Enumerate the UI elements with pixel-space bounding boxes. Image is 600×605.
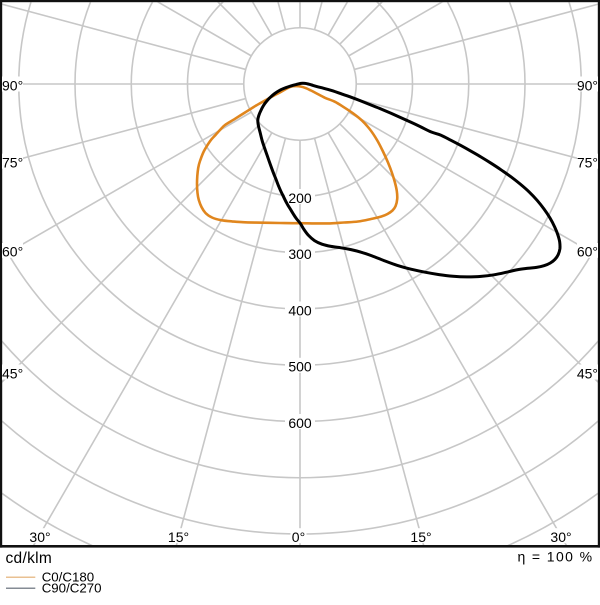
svg-text:C90/C270: C90/C270 (42, 580, 102, 595)
svg-text:C0/C180: C0/C180 (42, 569, 94, 584)
svg-text:45°: 45° (577, 365, 598, 381)
svg-text:30°: 30° (550, 529, 571, 545)
svg-text:400: 400 (288, 302, 312, 318)
svg-text:90°: 90° (2, 77, 23, 93)
svg-text:90°: 90° (577, 77, 598, 93)
svg-text:cd/klm: cd/klm (6, 550, 53, 567)
svg-text:300: 300 (288, 246, 312, 262)
svg-text:15°: 15° (168, 529, 189, 545)
svg-text:500: 500 (288, 359, 312, 375)
svg-text:60°: 60° (2, 244, 23, 260)
svg-text:60°: 60° (577, 244, 598, 260)
svg-text:15°: 15° (410, 529, 431, 545)
svg-text:200: 200 (288, 190, 312, 206)
svg-text:75°: 75° (577, 155, 598, 171)
svg-text:45°: 45° (2, 365, 23, 381)
svg-text:η = 100 %: η = 100 % (517, 548, 593, 564)
svg-text:600: 600 (288, 415, 312, 431)
svg-text:30°: 30° (29, 529, 50, 545)
svg-text:0°: 0° (292, 529, 305, 545)
svg-text:75°: 75° (2, 155, 23, 171)
